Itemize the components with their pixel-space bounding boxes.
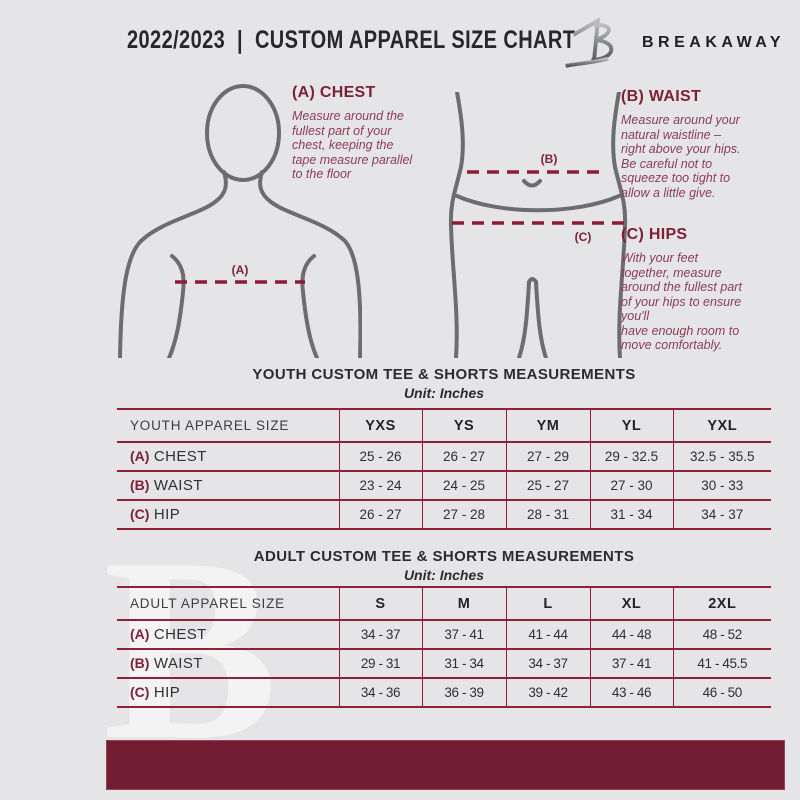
adult-col-s: S bbox=[338, 587, 422, 620]
hips-section-heading: (C) HIPS bbox=[621, 226, 688, 243]
row-marker: (B) bbox=[130, 476, 150, 493]
cell-value: 27 - 28 bbox=[421, 499, 506, 529]
adult-col-l: L bbox=[505, 587, 590, 620]
row-label: CHEST bbox=[153, 447, 207, 465]
cell-value: 26 - 27 bbox=[338, 499, 422, 529]
cell-value: 34 - 37 bbox=[505, 648, 590, 678]
youth-size-table: YOUTH APPAREL SIZE YXS YS YM YL YXL (A) … bbox=[117, 408, 771, 530]
cell-value: 27 - 29 bbox=[505, 441, 590, 471]
cell-value: 34 - 37 bbox=[672, 499, 771, 529]
cell-value: 31 - 34 bbox=[421, 648, 506, 678]
youth-col-yxl: YXL bbox=[672, 409, 771, 442]
cell-value: 29 - 31 bbox=[338, 648, 422, 678]
row-label: WAIST bbox=[153, 654, 203, 672]
row-label: HIP bbox=[153, 505, 181, 523]
cell-value: 37 - 41 bbox=[421, 619, 506, 649]
cell-value: 46 - 50 bbox=[672, 677, 771, 707]
page-title: 2022/2023 | CUSTOM APPAREL SIZE CHART bbox=[127, 26, 576, 54]
waist-section-heading: (B) WAIST bbox=[621, 88, 702, 105]
cell-value: 34 - 36 bbox=[338, 677, 422, 707]
row-marker: (B) bbox=[130, 654, 150, 671]
youth-waist-row: (B) WAIST 23 - 24 24 - 25 25 - 27 27 - 3… bbox=[117, 470, 771, 500]
footer-accent-bar bbox=[106, 740, 785, 790]
cell-value: 44 - 48 bbox=[589, 619, 673, 649]
youth-table-title: YOUTH CUSTOM TEE & SHORTS MEASUREMENTS bbox=[252, 366, 636, 383]
adult-table-title: ADULT CUSTOM TEE & SHORTS MEASUREMENTS bbox=[253, 548, 635, 565]
cell-value: 32.5 - 35.5 bbox=[672, 441, 771, 471]
cell-value: 28 - 31 bbox=[505, 499, 590, 529]
cell-value: 41 - 45.5 bbox=[672, 648, 771, 678]
youth-col-yl: YL bbox=[589, 409, 673, 442]
adult-size-table: ADULT APPAREL SIZE S M L XL 2XL (A) CHES… bbox=[117, 586, 771, 708]
adult-table-header-row: ADULT APPAREL SIZE S M L XL 2XL bbox=[117, 587, 771, 620]
chest-section-heading: (A) CHEST bbox=[292, 84, 376, 101]
row-marker: (A) bbox=[130, 447, 150, 464]
cell-value: 41 - 44 bbox=[505, 619, 590, 649]
cell-value: 36 - 39 bbox=[421, 677, 506, 707]
row-marker: (C) bbox=[130, 505, 150, 522]
chest-section-body: Measure around the fullest part of your … bbox=[292, 109, 413, 181]
cell-value: 48 - 52 bbox=[672, 619, 771, 649]
hips-section-body: With your feet together, measure around … bbox=[621, 251, 742, 352]
cell-value: 29 - 32.5 bbox=[589, 441, 673, 471]
adult-chest-row: (A) CHEST 34 - 37 37 - 41 41 - 44 44 - 4… bbox=[117, 619, 771, 649]
cell-value: 31 - 34 bbox=[589, 499, 673, 529]
upper-body-figure: (A) bbox=[118, 84, 362, 358]
cell-value: 30 - 33 bbox=[672, 470, 771, 500]
cell-value: 26 - 27 bbox=[421, 441, 506, 471]
youth-hip-row: (C) HIP 26 - 27 27 - 28 28 - 31 31 - 34 … bbox=[117, 499, 771, 529]
youth-size-header: YOUTH APPAREL SIZE bbox=[130, 417, 290, 433]
cell-value: 43 - 46 bbox=[589, 677, 673, 707]
cell-value: 25 - 27 bbox=[505, 470, 590, 500]
youth-chest-row: (A) CHEST 25 - 26 26 - 27 27 - 29 29 - 3… bbox=[117, 441, 771, 471]
youth-table-unit: Unit: Inches bbox=[403, 385, 485, 401]
adult-size-header: ADULT APPAREL SIZE bbox=[130, 595, 285, 611]
breakaway-b-logo-icon bbox=[565, 17, 614, 68]
row-marker: (A) bbox=[130, 625, 150, 642]
row-label: HIP bbox=[153, 683, 181, 701]
chest-marker-label: (A) bbox=[232, 263, 249, 277]
hips-marker-label: (C) bbox=[575, 230, 592, 244]
youth-col-ys: YS bbox=[421, 409, 506, 442]
cell-value: 24 - 25 bbox=[421, 470, 506, 500]
row-marker: (C) bbox=[130, 683, 150, 700]
lower-body-figure: (B) (C) bbox=[448, 92, 628, 358]
cell-value: 27 - 30 bbox=[589, 470, 673, 500]
row-label: CHEST bbox=[153, 625, 207, 643]
cell-value: 39 - 42 bbox=[505, 677, 590, 707]
cell-value: 23 - 24 bbox=[338, 470, 422, 500]
waist-section-body: Measure around your natural waistline – … bbox=[621, 113, 741, 200]
youth-table-header-row: YOUTH APPAREL SIZE YXS YS YM YL YXL bbox=[117, 409, 771, 442]
youth-col-yxs: YXS bbox=[338, 409, 422, 442]
adult-col-xl: XL bbox=[589, 587, 673, 620]
cell-value: 25 - 26 bbox=[338, 441, 422, 471]
row-label: WAIST bbox=[153, 476, 203, 494]
cell-value: 34 - 37 bbox=[338, 619, 422, 649]
brand-name: BREAKAWAY bbox=[642, 34, 786, 51]
adult-col-m: M bbox=[421, 587, 506, 620]
waist-marker-label: (B) bbox=[541, 152, 558, 166]
cell-value: 37 - 41 bbox=[589, 648, 673, 678]
youth-col-ym: YM bbox=[505, 409, 590, 442]
adult-hip-row: (C) HIP 34 - 36 36 - 39 39 - 42 43 - 46 … bbox=[117, 677, 771, 707]
adult-col-2xl: 2XL bbox=[672, 587, 771, 620]
adult-waist-row: (B) WAIST 29 - 31 31 - 34 34 - 37 37 - 4… bbox=[117, 648, 771, 678]
adult-table-unit: Unit: Inches bbox=[403, 567, 485, 583]
